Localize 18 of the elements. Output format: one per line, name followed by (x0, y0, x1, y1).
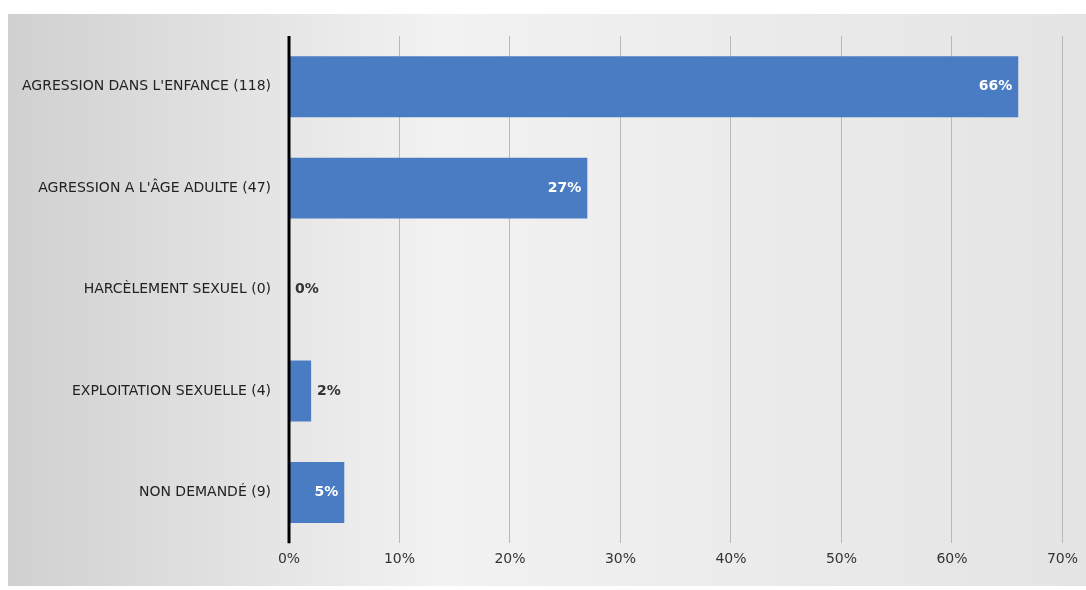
x-tick-label: 50% (825, 550, 858, 567)
x-tick-label: 20% (494, 550, 526, 567)
y-tick-label: HARCÈLEMENT SEXUEL (0) (83, 280, 272, 297)
x-tick-label: 0% (277, 550, 301, 567)
data-label: 5% (314, 483, 339, 500)
y-tick-label: EXPLOITATION SEXUELLE (4) (71, 381, 272, 398)
x-tick-label: 30% (604, 550, 637, 567)
data-label: 0% (295, 280, 319, 297)
x-tick-label: 10% (383, 550, 416, 567)
x-tick-label: 40% (715, 550, 747, 567)
data-label: 27% (547, 178, 582, 195)
x-tick-label: 70% (1046, 550, 1078, 567)
data-label: 2% (317, 381, 341, 398)
data-label: 66% (978, 77, 1013, 94)
y-tick-label: AGRESSION DANS L'ENFANCE (118) (21, 77, 272, 94)
y-tick-label: NON DEMANDÉ (9) (138, 483, 272, 500)
y-tick-label: AGRESSION A L'ÂGE ADULTE (47) (38, 177, 272, 195)
x-tick-label: 60% (936, 550, 968, 567)
